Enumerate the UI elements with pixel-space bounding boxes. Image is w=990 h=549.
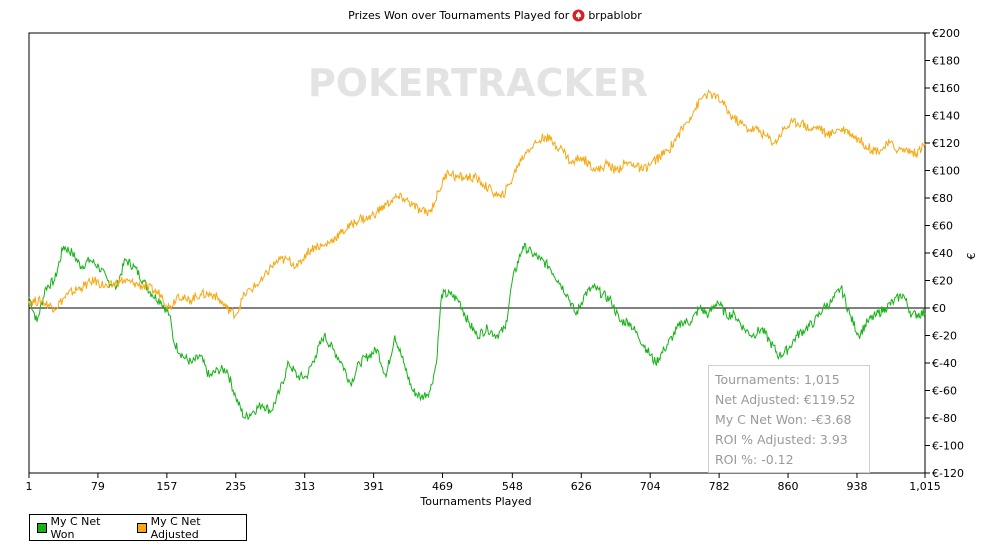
summary-tooltip: Tournaments: 1,015 Net Adjusted: €119.52 M…: [708, 365, 870, 473]
legend-swatch: [137, 522, 147, 533]
series-line-my-c-net-adjusted: [28, 88, 926, 321]
tooltip-row: Tournaments: 1,015: [715, 372, 840, 387]
y-tick-label: €160: [932, 82, 960, 95]
x-tick-label: 548: [502, 480, 523, 493]
x-tick-label: 157: [156, 480, 177, 493]
series-line-my-c-net-won: [28, 242, 926, 421]
y-tick-label: €-100: [932, 440, 964, 453]
tooltip-row: Net Adjusted: €119.52: [715, 392, 856, 407]
y-tick-label: €200: [932, 27, 960, 40]
y-tick-label: €100: [932, 165, 960, 178]
legend-label: My C Net Adjusted: [150, 514, 201, 541]
x-tick-label: 860: [778, 480, 799, 493]
title-text: Prizes Won over Tournaments Played for: [348, 9, 570, 22]
y-tick-label: €-40: [932, 357, 957, 370]
y-tick-label: €0: [932, 302, 946, 315]
x-tick-label: 782: [709, 480, 730, 493]
y-tick-label: €-120: [932, 467, 964, 480]
x-tick-label: 1,015: [909, 480, 941, 493]
legend: My C Net Won My C Net Adjusted: [29, 514, 247, 541]
y-tick-label: €20: [932, 275, 953, 288]
legend-label: My C Net Won: [50, 514, 101, 541]
watermark: POKERTRACKER: [308, 61, 648, 105]
x-tick-label: 626: [571, 480, 592, 493]
y-tick-label: €-80: [932, 412, 957, 425]
x-tick-label: 938: [846, 480, 867, 493]
x-axis-label: Tournaments Played: [419, 495, 531, 508]
legend-swatch: [37, 522, 47, 533]
legend-item[interactable]: My C Net Adjusted: [137, 515, 246, 541]
x-tick-label: 313: [294, 480, 315, 493]
y-tick-label: €180: [932, 55, 960, 68]
y-tick-label: €80: [932, 192, 953, 205]
player-name: brpablobr: [588, 9, 642, 22]
y-tick-label: €40: [932, 247, 953, 260]
tooltip-row: ROI % Adjusted: 3.93: [715, 432, 848, 447]
chart-title: Prizes Won over Tournaments Played for b…: [0, 9, 990, 22]
poker-spade-icon: [572, 9, 585, 22]
x-tick-label: 704: [640, 480, 661, 493]
x-tick-label: 235: [225, 480, 246, 493]
y-tick-label: €-60: [932, 385, 957, 398]
x-tick-label: 1: [26, 480, 33, 493]
tooltip-row: My C Net Won: -€3.68: [715, 412, 852, 427]
x-tick-label: 469: [432, 480, 453, 493]
x-tick-label: 391: [363, 480, 384, 493]
tooltip-row: ROI %: -0.12: [715, 452, 794, 467]
legend-item[interactable]: My C Net Won: [37, 515, 123, 541]
y-tick-label: €140: [932, 110, 960, 123]
y-axis-label: €: [965, 253, 978, 260]
y-tick-label: €60: [932, 220, 953, 233]
x-tick-label: 79: [91, 480, 105, 493]
y-tick-label: €-20: [932, 330, 957, 343]
y-tick-label: €120: [932, 137, 960, 150]
